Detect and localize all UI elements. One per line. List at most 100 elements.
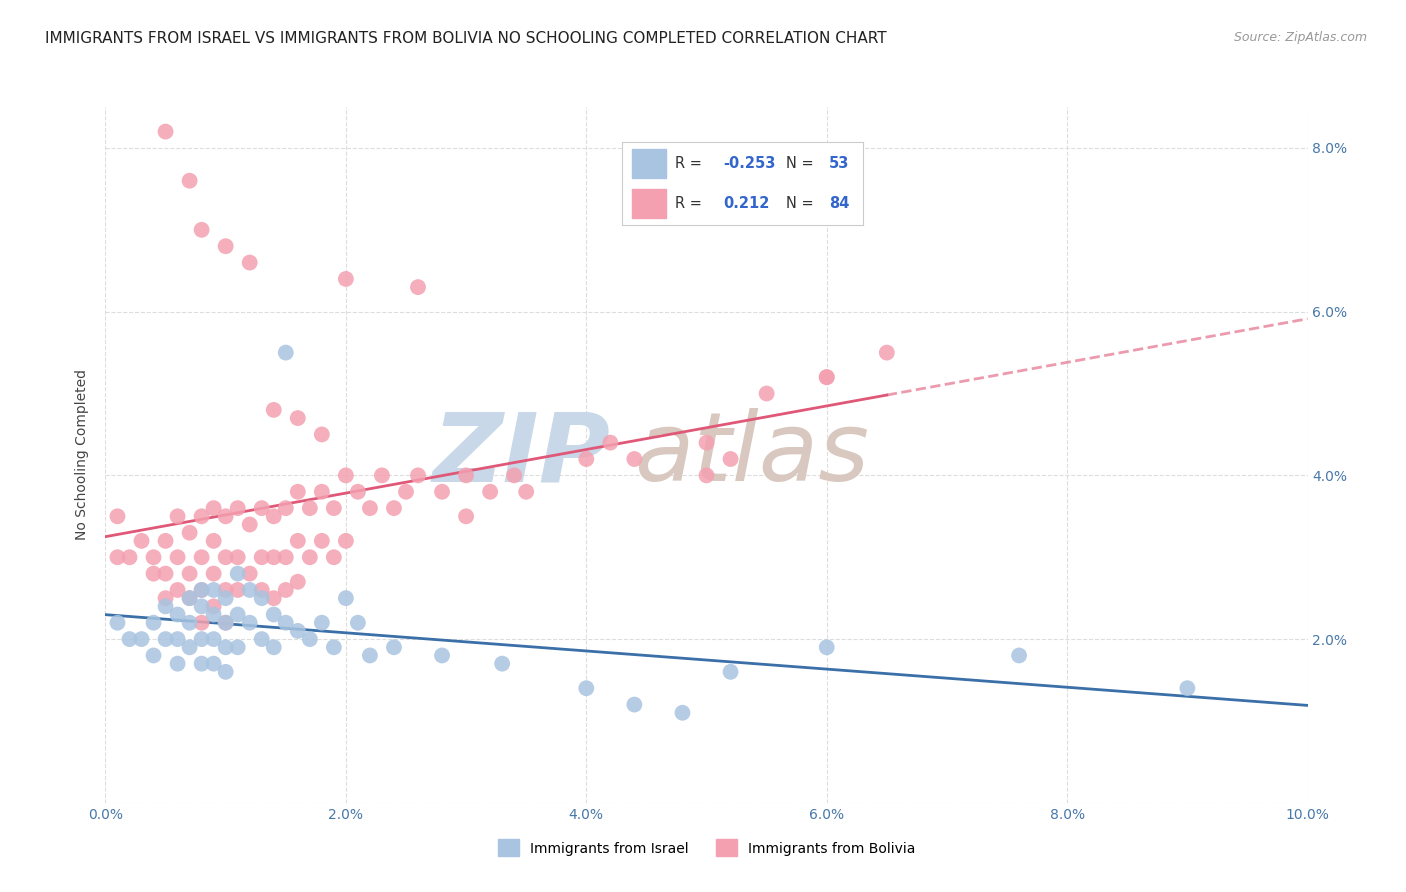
Point <box>190 223 212 237</box>
Point <box>179 174 201 188</box>
Point <box>190 509 212 524</box>
Point <box>491 657 513 671</box>
Point <box>250 582 273 597</box>
Point <box>142 615 165 630</box>
Point <box>190 582 212 597</box>
Point <box>406 280 429 294</box>
Point <box>190 615 212 630</box>
Point <box>142 566 165 581</box>
Point <box>503 468 526 483</box>
Y-axis label: No Schooling Completed: No Schooling Completed <box>76 369 90 541</box>
Point <box>250 591 273 606</box>
Point <box>671 706 693 720</box>
Point <box>263 607 285 622</box>
Point <box>335 533 357 548</box>
Point <box>202 566 225 581</box>
Point <box>142 648 165 663</box>
Point <box>202 657 225 671</box>
Point <box>298 550 321 565</box>
Point <box>311 484 333 499</box>
Point <box>274 550 297 565</box>
Point <box>382 501 405 516</box>
Point <box>202 632 225 646</box>
Point <box>214 509 236 524</box>
Point <box>166 509 188 524</box>
Point <box>190 550 212 565</box>
Text: Source: ZipAtlas.com: Source: ZipAtlas.com <box>1233 31 1367 45</box>
Point <box>214 665 236 679</box>
Point <box>166 550 188 565</box>
Point <box>359 501 381 516</box>
Point <box>515 484 537 499</box>
Point <box>155 533 177 548</box>
Point <box>298 632 321 646</box>
Point <box>226 607 249 622</box>
Point <box>250 550 273 565</box>
Point <box>166 657 188 671</box>
Point <box>575 681 598 696</box>
Point <box>815 640 838 655</box>
Point <box>155 125 177 139</box>
Text: 0.212: 0.212 <box>723 196 769 211</box>
Point <box>214 239 236 253</box>
Point <box>190 632 212 646</box>
Point <box>287 533 309 548</box>
Point <box>239 517 262 532</box>
Text: ZIP: ZIP <box>433 409 610 501</box>
Point <box>454 509 477 524</box>
Point <box>575 452 598 467</box>
Point <box>118 550 141 565</box>
Point <box>274 501 297 516</box>
Point <box>214 550 236 565</box>
Point <box>287 574 309 589</box>
Point <box>226 582 249 597</box>
Point <box>274 345 297 359</box>
Point <box>311 533 333 548</box>
Point <box>263 550 285 565</box>
Point <box>226 501 249 516</box>
Point <box>720 452 742 467</box>
Point <box>214 582 236 597</box>
Point <box>335 591 357 606</box>
Point <box>214 615 236 630</box>
Point <box>298 501 321 516</box>
Text: 53: 53 <box>830 156 849 171</box>
Bar <box>631 189 665 218</box>
Point <box>335 468 357 483</box>
Point <box>166 607 188 622</box>
Point <box>131 632 153 646</box>
Point <box>335 272 357 286</box>
Text: N =: N = <box>786 156 814 171</box>
Point <box>155 599 177 614</box>
Point <box>250 632 273 646</box>
Point <box>179 591 201 606</box>
Point <box>755 386 778 401</box>
Point <box>599 435 621 450</box>
Point <box>214 640 236 655</box>
Point <box>179 525 201 540</box>
Point <box>107 615 129 630</box>
Point <box>190 599 212 614</box>
Point <box>250 501 273 516</box>
Point <box>107 509 129 524</box>
Point <box>274 582 297 597</box>
Point <box>202 607 225 622</box>
Point <box>202 582 225 597</box>
Legend: Immigrants from Israel, Immigrants from Bolivia: Immigrants from Israel, Immigrants from … <box>492 834 921 862</box>
Point <box>454 468 477 483</box>
Point <box>155 591 177 606</box>
Point <box>263 403 285 417</box>
Text: 84: 84 <box>830 196 849 211</box>
Point <box>347 484 370 499</box>
Point <box>226 566 249 581</box>
Point <box>359 648 381 663</box>
Point <box>190 657 212 671</box>
Text: -0.253: -0.253 <box>723 156 776 171</box>
Point <box>322 640 344 655</box>
Point <box>720 665 742 679</box>
Point <box>322 550 344 565</box>
Point <box>876 345 898 359</box>
Point <box>1008 648 1031 663</box>
Point <box>202 599 225 614</box>
Point <box>1175 681 1198 696</box>
